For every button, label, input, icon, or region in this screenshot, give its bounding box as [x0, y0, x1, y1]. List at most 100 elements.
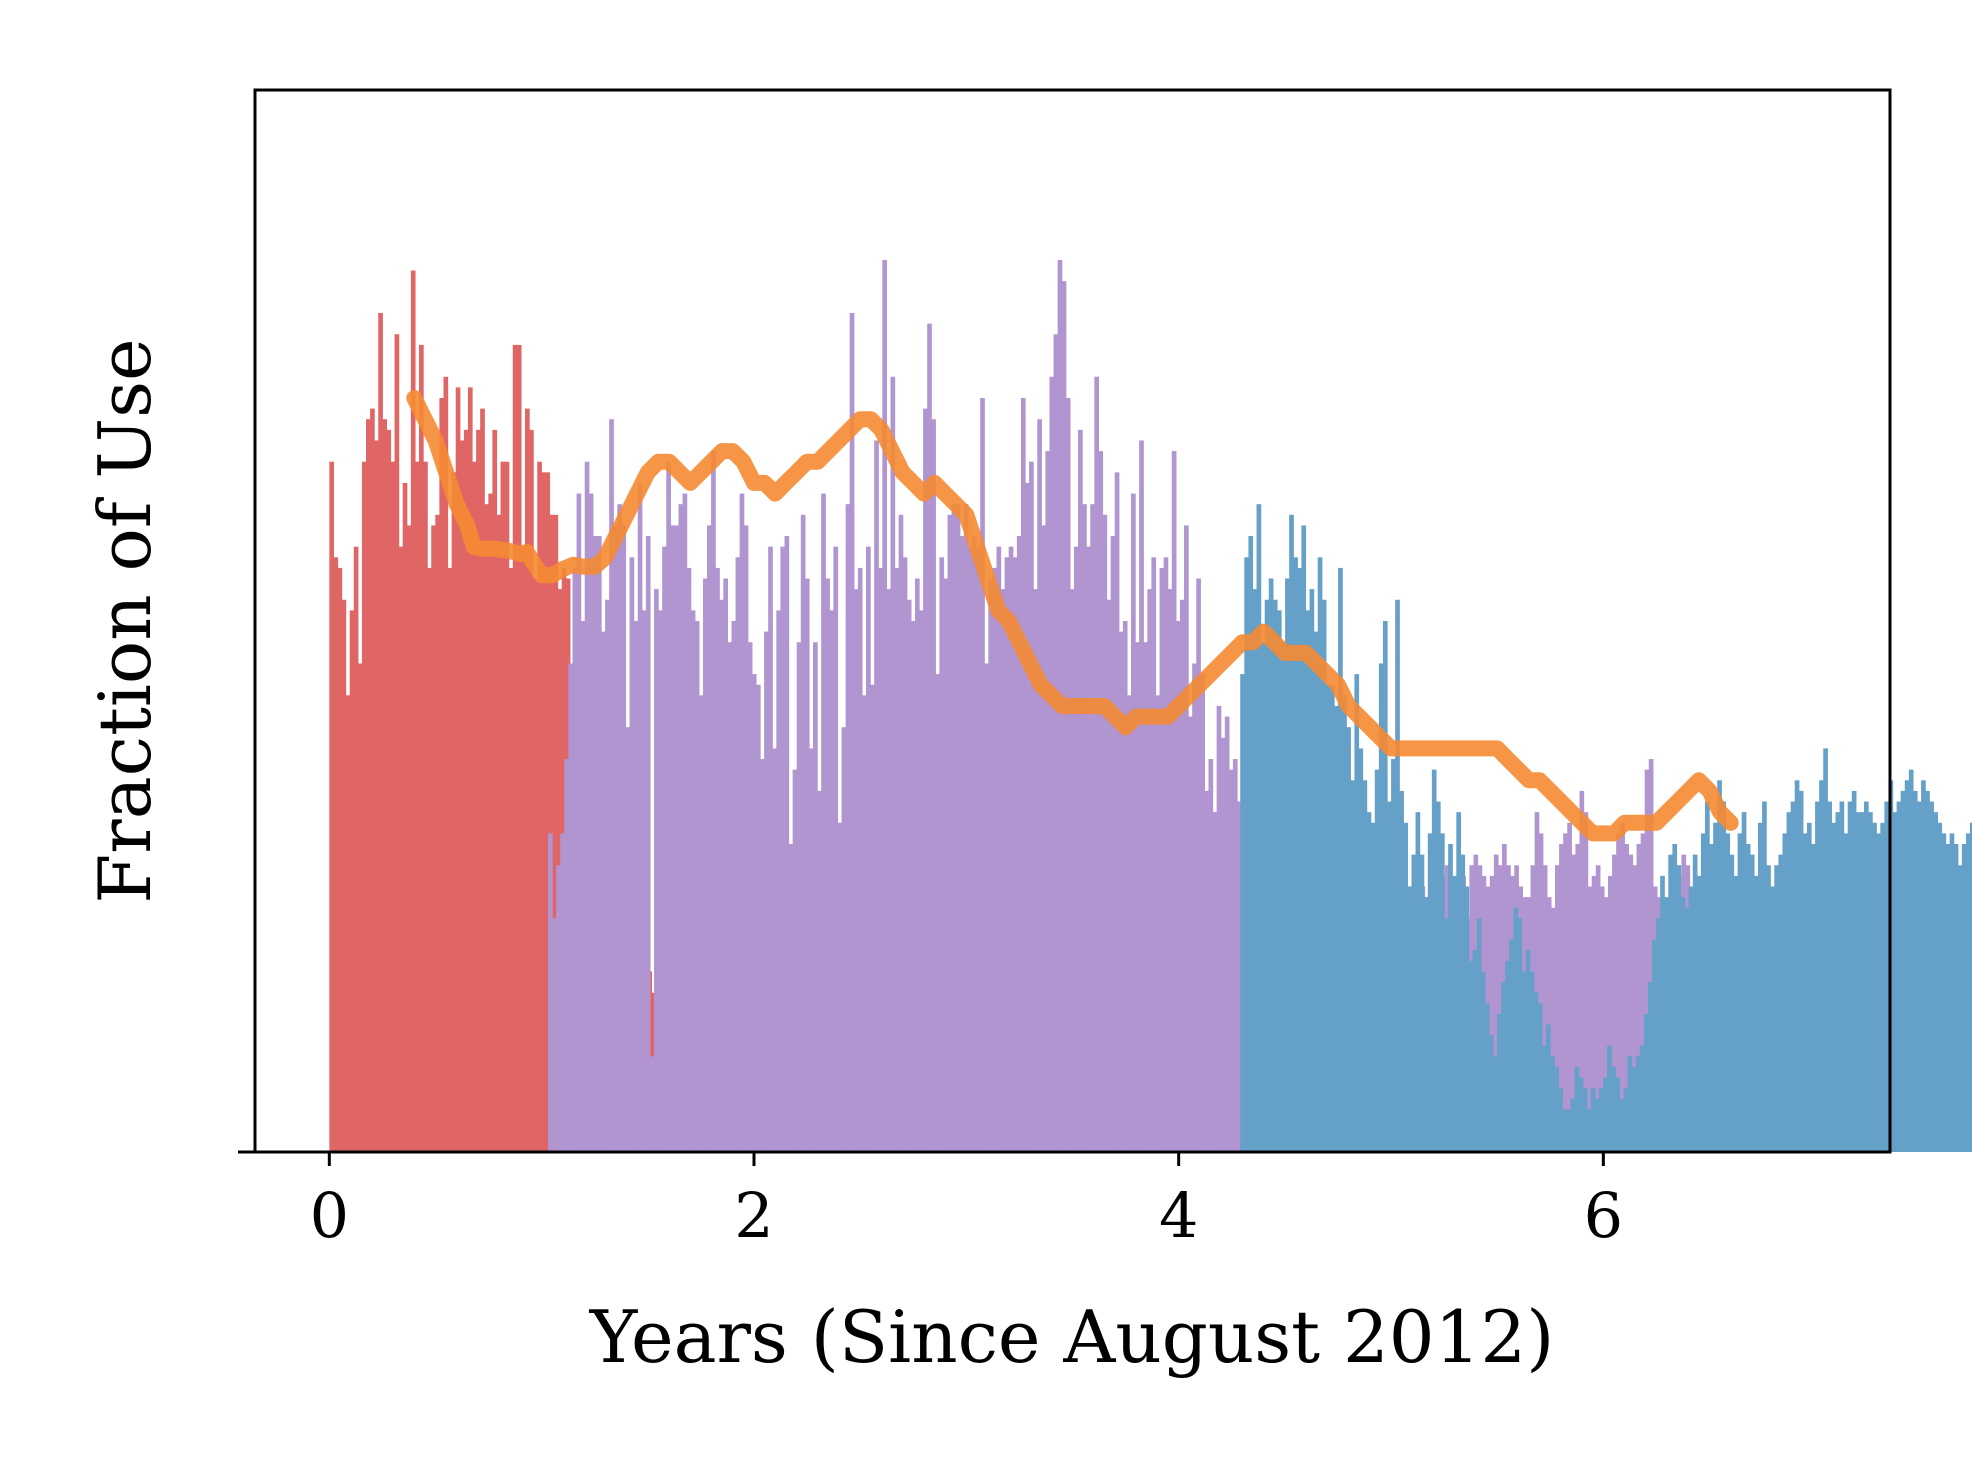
bar-series1-13	[382, 419, 387, 1153]
bar-series2-231	[1489, 875, 1495, 1152]
bar-series2-265	[1628, 854, 1634, 1152]
bar-series3-66	[1509, 939, 1514, 1152]
bar-series3-36	[1387, 801, 1392, 1152]
bar-series1-24	[427, 567, 432, 1152]
bar-series1-33	[463, 429, 469, 1153]
bar-series3-41	[1407, 886, 1413, 1152]
bar-series3-117	[1717, 780, 1722, 1152]
bar-series3-70	[1525, 950, 1531, 1152]
bar-series2-91	[919, 610, 924, 1152]
bar-series3-71	[1529, 971, 1535, 1152]
bar-series3-96	[1631, 1067, 1637, 1152]
bar-series3-13	[1293, 557, 1298, 1152]
bar-series3-8	[1272, 599, 1278, 1152]
bar-series3-156	[1876, 833, 1881, 1152]
bar-series2-67	[821, 493, 826, 1152]
x-tick-label-2: 2	[734, 1179, 773, 1252]
bar-series2-37	[698, 695, 704, 1152]
bar-series3-95	[1627, 1056, 1633, 1152]
bar-series2-263	[1620, 822, 1625, 1152]
bar-series2-29	[666, 461, 671, 1152]
bar-series3-19	[1317, 557, 1323, 1152]
bar-series1-20	[410, 270, 416, 1152]
bar-series1-0	[329, 461, 334, 1152]
bar-series2-9	[584, 461, 590, 1152]
bar-series3-31	[1366, 812, 1372, 1152]
bar-series3-151	[1855, 812, 1861, 1152]
bar-series1-23	[423, 461, 428, 1152]
bar-series3-161	[1896, 801, 1902, 1152]
bar-series3-89	[1603, 1077, 1608, 1152]
bar-series2-6	[572, 567, 578, 1152]
bar-series3-131	[1774, 865, 1779, 1152]
bar-series3-153	[1864, 801, 1869, 1152]
bar-series2-83	[886, 589, 892, 1152]
bar-series3-47	[1431, 769, 1437, 1152]
bar-series2-158	[1192, 663, 1197, 1152]
bar-series2-70	[833, 546, 839, 1152]
bar-series3-48	[1435, 801, 1441, 1152]
bar-series2-123	[1049, 376, 1055, 1152]
bar-series3-80	[1566, 1109, 1572, 1152]
bar-series2-89	[910, 621, 916, 1152]
bar-series2-117	[1025, 482, 1030, 1152]
bar-series2-106	[980, 397, 985, 1153]
bar-series3-14	[1297, 567, 1302, 1152]
bar-series2-242	[1534, 812, 1540, 1152]
bar-series3-69	[1521, 971, 1527, 1152]
bar-series2-248	[1559, 844, 1564, 1152]
bar-series1-22	[419, 344, 424, 1152]
bar-series1-27	[439, 397, 445, 1153]
x-axis-label: Years (Since August 2012)	[589, 1295, 1555, 1379]
bar-series3-62	[1493, 1056, 1498, 1152]
bar-series3-7	[1268, 578, 1274, 1152]
bar-series1-53	[545, 472, 551, 1152]
bar-series2-268	[1640, 833, 1646, 1152]
bar-series2-162	[1208, 759, 1214, 1152]
bar-series2-104	[972, 536, 977, 1152]
bar-series2-130	[1078, 429, 1083, 1153]
bar-series3-52	[1452, 875, 1457, 1152]
bar-series2-110	[996, 546, 1002, 1152]
bar-series2-26	[654, 589, 659, 1152]
bar-series2-73	[845, 504, 851, 1152]
bar-series3-119	[1725, 833, 1731, 1152]
bar-series1-10	[370, 408, 375, 1153]
bar-series2-259	[1603, 897, 1609, 1152]
bar-series3-54	[1460, 854, 1466, 1152]
bar-series2-113	[1008, 546, 1014, 1152]
bar-series3-87	[1594, 1098, 1600, 1152]
bar-series2-54	[768, 546, 773, 1152]
bar-series3-111	[1692, 854, 1698, 1152]
bar-series3-88	[1599, 1088, 1604, 1152]
bar-series3-75	[1546, 1024, 1551, 1152]
bar-series3-114	[1705, 801, 1710, 1152]
bar-series3-2	[1248, 536, 1254, 1152]
bar-series3-103	[1660, 875, 1665, 1152]
bar-series3-1	[1244, 557, 1249, 1152]
bar-series3-100	[1647, 982, 1653, 1152]
bar-series3-21	[1325, 684, 1331, 1152]
bar-series3-77	[1554, 1067, 1559, 1152]
bar-series3-72	[1533, 992, 1539, 1152]
bar-series2-68	[825, 578, 830, 1152]
bar-series2-150	[1159, 567, 1165, 1152]
bar-series3-139	[1806, 822, 1812, 1152]
bar-series2-94	[931, 419, 936, 1153]
bar-series2-105	[976, 546, 981, 1152]
bar-series2-131	[1082, 504, 1087, 1152]
bar-series2-266	[1632, 865, 1638, 1152]
bar-series3-45	[1423, 897, 1429, 1152]
bar-series1-52	[541, 472, 546, 1152]
bar-series1-32	[459, 440, 465, 1153]
bar-series3-104	[1664, 897, 1669, 1152]
bar-series3-83	[1578, 1077, 1584, 1152]
bar-series3-160	[1892, 812, 1898, 1152]
bar-series3-3	[1252, 589, 1258, 1152]
bar-series1-49	[529, 429, 534, 1153]
bar-series1-16	[394, 334, 400, 1152]
bar-series2-166	[1224, 716, 1230, 1152]
bar-series3-106	[1672, 844, 1678, 1152]
bar-series2-137	[1106, 599, 1112, 1152]
